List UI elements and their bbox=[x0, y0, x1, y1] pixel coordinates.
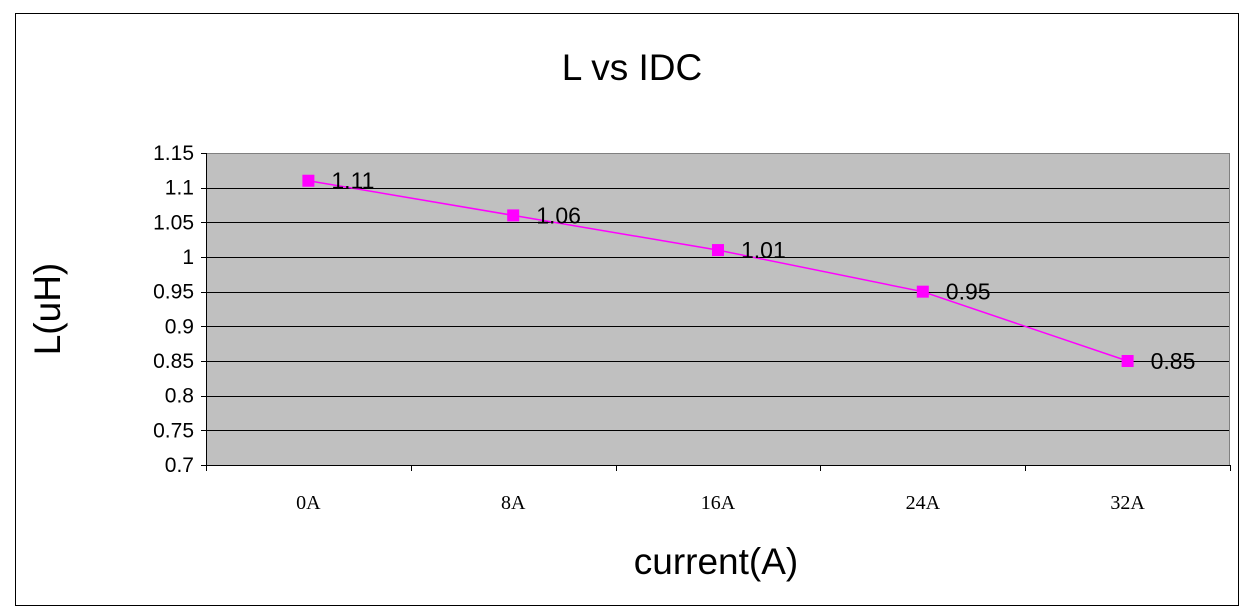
x-axis-title: current(A) bbox=[634, 541, 798, 582]
data-point-marker bbox=[1121, 355, 1134, 367]
y-tick-label: 0.9 bbox=[165, 315, 194, 338]
y-tick-label: 0.75 bbox=[153, 419, 194, 442]
data-label: 1.11 bbox=[331, 168, 374, 194]
data-label: 1.06 bbox=[536, 202, 581, 228]
x-tick-label: 24A bbox=[906, 492, 941, 514]
data-labels: 1.11 1.06 1.01 0.95 0.85 bbox=[331, 168, 1195, 374]
y-tick-label: 1.1 bbox=[165, 177, 194, 200]
data-label: 0.95 bbox=[946, 279, 991, 305]
axes bbox=[201, 153, 1231, 471]
data-label: 1.01 bbox=[741, 237, 786, 263]
y-tick-label: 1.05 bbox=[153, 211, 194, 234]
plot-area bbox=[206, 153, 1230, 465]
x-tick-label: 0A bbox=[296, 492, 321, 514]
series-layer bbox=[302, 174, 1134, 367]
data-label: 0.85 bbox=[1151, 348, 1196, 374]
data-point-marker bbox=[302, 174, 315, 187]
y-tick-label: 0.7 bbox=[165, 454, 194, 477]
y-tick-label: 0.8 bbox=[165, 385, 194, 408]
data-point-marker bbox=[916, 285, 929, 298]
y-tick-labels: 0.7 0.75 0.8 0.85 0.9 0.95 1 1.05 1.1 1.15 bbox=[153, 142, 194, 477]
x-tick-label: 8A bbox=[501, 492, 526, 514]
x-tick-labels: 0A 8A 16A 24A 32A bbox=[296, 492, 1145, 514]
data-point-marker bbox=[712, 244, 724, 257]
y-tick-label: 0.85 bbox=[153, 350, 194, 373]
y-tick-label: 1 bbox=[182, 246, 194, 269]
y-tick-label: 0.95 bbox=[153, 281, 194, 304]
data-point-marker bbox=[507, 209, 520, 222]
x-tick-label: 16A bbox=[701, 492, 736, 514]
y-tick-label: 1.15 bbox=[153, 142, 194, 165]
x-tick-label: 32A bbox=[1110, 492, 1145, 514]
chart-title: L vs IDC bbox=[562, 47, 702, 88]
y-axis-title: L(uH) bbox=[27, 263, 68, 356]
